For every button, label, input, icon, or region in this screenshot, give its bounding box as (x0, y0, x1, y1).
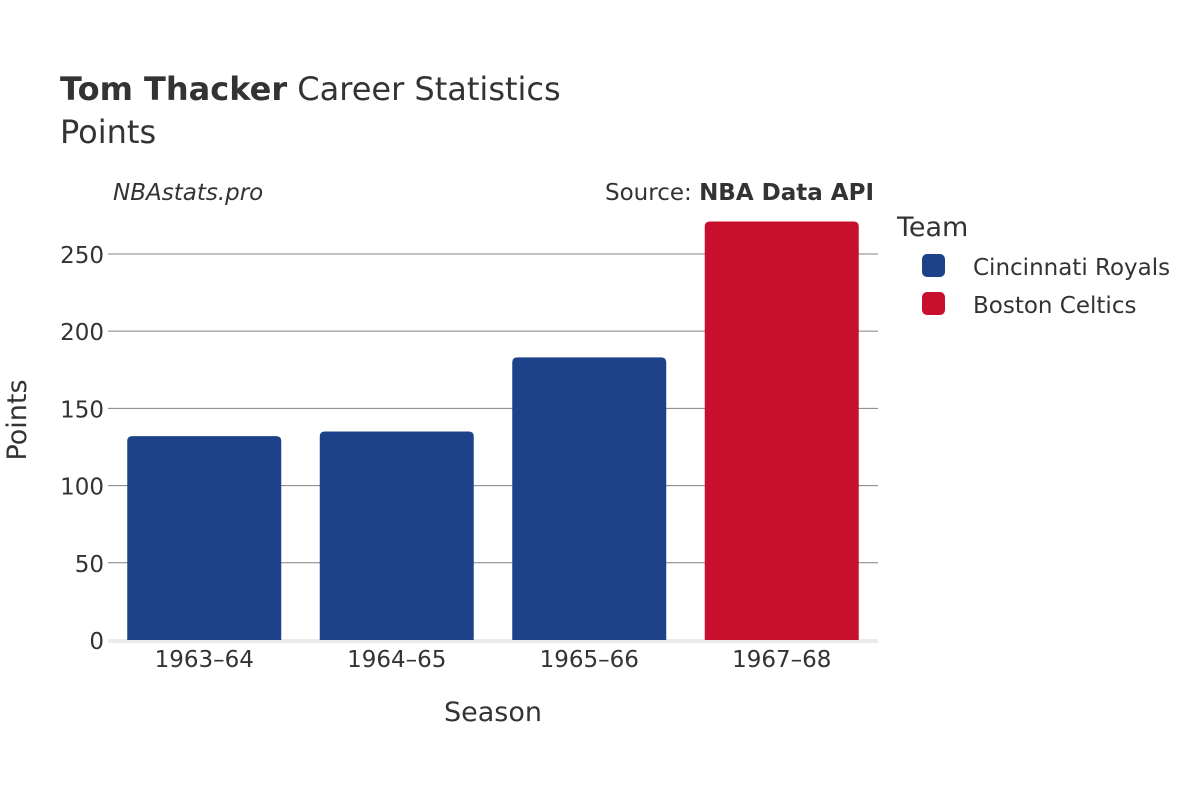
x-tick-label: 1967–68 (732, 647, 831, 673)
source-prefix: Source: (605, 180, 699, 206)
y-axis-title: Points (2, 379, 33, 460)
y-axis-ticks: 0 50 100 150 200 250 (60, 243, 104, 655)
chart-subtitle: Points (60, 113, 156, 151)
chart-title: Tom Thacker Career Statistics (60, 70, 561, 108)
legend-item-label: Boston Celtics (973, 293, 1136, 319)
legend: Cincinnati Royals Boston Celtics (922, 254, 1170, 319)
y-tick-label: 150 (60, 397, 104, 423)
x-tick-label: 1965–66 (540, 647, 639, 673)
y-tick-label: 200 (60, 320, 104, 346)
y-tick-label: 250 (60, 243, 104, 269)
x-axis-ticks: 1963–64 1964–65 1965–66 1967–68 (155, 647, 832, 673)
y-tick-label: 100 (60, 475, 104, 501)
source-name: NBA Data API (699, 180, 874, 206)
source-credit: Source: NBA Data API (605, 180, 874, 206)
x-tick-label: 1963–64 (155, 647, 254, 673)
bar-1967–68 (704, 221, 859, 640)
bar-1965–66 (512, 357, 667, 640)
legend-title: Team (896, 212, 968, 243)
legend-swatch (922, 254, 945, 277)
title-player-name: Tom Thacker (60, 70, 287, 108)
bar-1964–65 (319, 431, 474, 640)
legend-item-label: Cincinnati Royals (973, 255, 1170, 281)
x-axis-title: Season (444, 697, 542, 728)
bar-1963–64 (127, 436, 282, 640)
title-rest: Career Statistics (287, 70, 561, 108)
legend-swatch (922, 292, 945, 315)
y-tick-label: 0 (89, 629, 104, 655)
bars (127, 221, 859, 640)
y-tick-label: 50 (75, 552, 104, 578)
x-tick-label: 1964–65 (347, 647, 446, 673)
watermark: NBAstats.pro (113, 180, 263, 206)
